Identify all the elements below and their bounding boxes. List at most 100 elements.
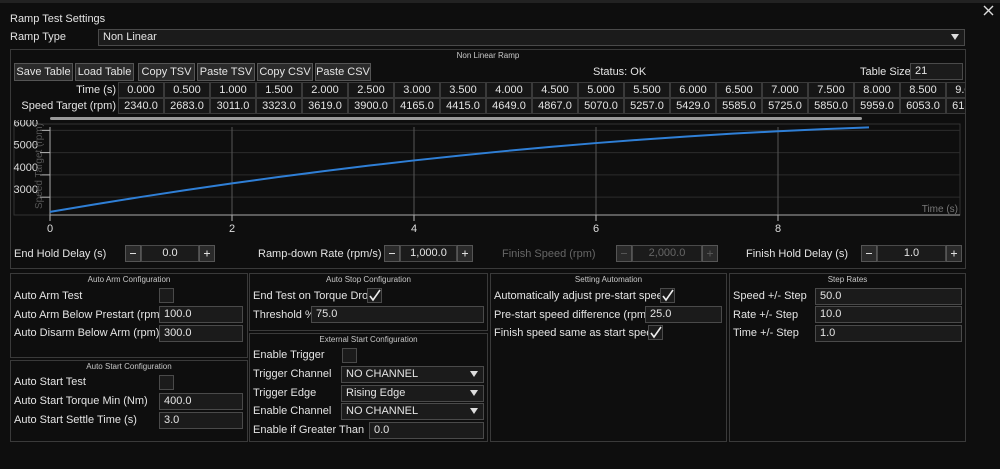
label: Rate +/- Step [733,308,798,322]
time-cell[interactable]: 2.000 [302,82,348,98]
time-cell[interactable]: 3.500 [440,82,486,98]
time-cell[interactable]: 4.500 [532,82,578,98]
increment-button[interactable] [946,245,962,262]
title-strip [0,0,1000,3]
speed-cell[interactable]: 5585.0 [716,98,762,114]
speed-row-header: Speed Target (rpm) [14,99,116,113]
label: Enable Trigger [253,348,325,362]
speed-cell[interactable]: 5850.0 [808,98,854,114]
speed-cell[interactable]: 5070.0 [578,98,624,114]
input[interactable]: 1.0 [815,325,962,342]
speed-cell[interactable]: 2683.0 [164,98,210,114]
ramp-type-label: Ramp Type [10,30,66,44]
checkbox[interactable] [660,288,675,303]
speed-cell[interactable]: 3011.0 [210,98,256,114]
plus-icon [703,246,717,261]
label: Enable Channel [253,404,331,418]
input[interactable]: 75.0 [311,306,484,323]
spinner-input[interactable]: 1.0 [877,245,946,262]
toolbar-button[interactable]: Paste TSV [197,63,255,81]
x-tick-label: 8 [775,223,781,235]
speed-cell[interactable]: 3900.0 [348,98,394,114]
close-button[interactable] [983,5,994,16]
time-cell[interactable]: 8.000 [854,82,900,98]
label: Threshold % [253,308,315,322]
speed-cell[interactable]: 4649.0 [486,98,532,114]
dropdown[interactable]: NO CHANNEL [341,366,484,383]
time-cell[interactable]: 8.500 [900,82,946,98]
speed-cell[interactable]: 4867.0 [532,98,578,114]
speed-cell[interactable]: 5725.0 [762,98,808,114]
input[interactable]: 100.0 [159,306,243,323]
dropdown-value: Rising Edge [346,387,405,399]
toolbar-button[interactable]: Load Table [75,63,134,81]
time-cell[interactable]: 7.500 [808,82,854,98]
time-cell[interactable]: 3.000 [394,82,440,98]
input[interactable]: 10.0 [815,306,962,323]
decrement-button[interactable] [384,245,400,262]
ramp-chart: 300040005000600002468Time (s)Speed Targe… [12,120,964,238]
checkbox[interactable] [367,288,382,303]
time-cell[interactable]: 1.000 [210,82,256,98]
spinner-input[interactable]: 0.0 [141,245,199,262]
speed-cell[interactable]: 2340.0 [118,98,164,114]
time-cell[interactable]: 2.500 [348,82,394,98]
dropdown[interactable]: NO CHANNEL [341,403,484,420]
time-cell[interactable]: 0.000 [118,82,164,98]
checkbox[interactable] [342,348,357,363]
check-mark [661,289,674,302]
increment-button[interactable] [199,245,215,262]
check-mark [649,326,662,339]
input[interactable]: 400.0 [159,393,243,410]
label: Auto Start Settle Time (s) [14,413,137,427]
label: Trigger Edge [253,386,316,400]
decrement-button[interactable] [125,245,141,262]
toolbar-button[interactable]: Copy TSV [138,63,195,81]
time-cell[interactable]: 0.500 [164,82,210,98]
check-stroke [663,290,673,300]
decrement-button[interactable] [616,245,632,262]
decrement-button[interactable] [861,245,877,262]
panel-title: Auto Arm Configuration [11,275,247,284]
speed-cell[interactable]: 6053.0 [900,98,946,114]
spinner-input[interactable]: 2,000.0 [632,245,702,262]
input[interactable]: 300.0 [159,325,243,342]
table-size-input[interactable]: 21 [910,63,963,80]
increment-button[interactable] [702,245,718,262]
speed-cell[interactable]: 3323.0 [256,98,302,114]
speed-cell[interactable]: 6132.0 [946,98,965,114]
time-cell[interactable]: 7.000 [762,82,808,98]
checkbox[interactable] [159,375,174,390]
time-cell[interactable]: 5.500 [624,82,670,98]
time-cell[interactable]: 4.000 [486,82,532,98]
increment-button[interactable] [457,245,473,262]
toolbar-button[interactable]: Copy CSV [257,63,313,81]
speed-cell[interactable]: 5959.0 [854,98,900,114]
time-cell[interactable]: 1.500 [256,82,302,98]
checkbox[interactable] [159,288,174,303]
label: Automatically adjust pre-start speed [494,289,669,303]
time-cell[interactable]: 6.500 [716,82,762,98]
input[interactable]: 25.0 [645,306,722,323]
toolbar-button[interactable]: Save Table [14,63,73,81]
time-cell[interactable]: 6.000 [670,82,716,98]
speed-cell[interactable]: 5257.0 [624,98,670,114]
time-cell[interactable]: 9.000 [946,82,965,98]
input[interactable]: 50.0 [815,288,962,305]
x-tick-label: 2 [229,223,235,235]
checkbox[interactable] [648,325,663,340]
speed-cell[interactable]: 5429.0 [670,98,716,114]
dropdown[interactable]: Rising Edge [341,385,484,402]
toolbar-button[interactable]: Paste CSV [315,63,371,81]
input[interactable]: 3.0 [159,412,243,429]
ramp-type-dropdown[interactable]: Non Linear [98,29,965,46]
label: Speed +/- Step [733,289,807,303]
speed-cell[interactable]: 4165.0 [394,98,440,114]
input[interactable]: 0.0 [369,422,484,439]
panel-title: Auto Start Configuration [11,362,247,371]
spinner-input[interactable]: 1,000.0 [400,245,457,262]
speed-cell[interactable]: 4415.0 [440,98,486,114]
time-cell[interactable]: 5.000 [578,82,624,98]
speed-cell[interactable]: 3619.0 [302,98,348,114]
time-row-header: Time (s) [14,83,116,97]
